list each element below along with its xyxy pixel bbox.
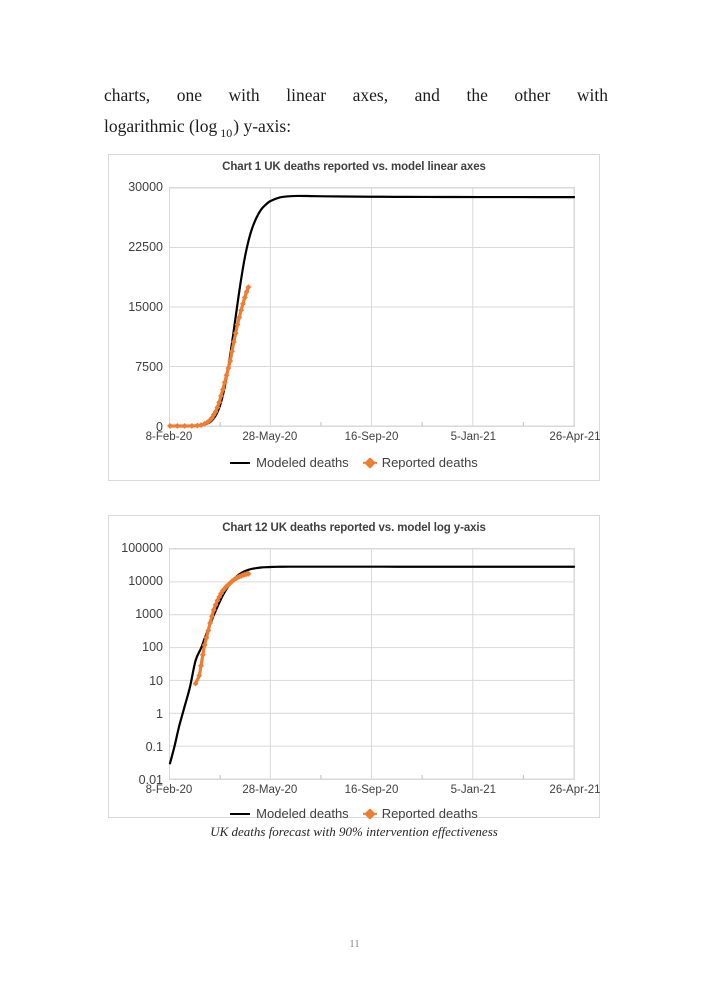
paragraph-line-1: charts, one with linear axes, and the ot…	[104, 80, 608, 111]
paragraph-word: linear	[286, 85, 327, 105]
reported-deaths-marker	[207, 620, 214, 626]
gridlines	[170, 549, 574, 779]
x-tick-label: 26-Apr-21	[549, 431, 601, 443]
x-tick-label: 28-May-20	[242, 431, 298, 443]
paragraph-log-suffix: ) y-axis:	[233, 116, 292, 136]
figure-caption: UK deaths forecast with 90% intervention…	[210, 824, 498, 839]
legend-item-reported[interactable]: Reported deaths	[365, 806, 478, 821]
y-tick-label: 30000	[128, 180, 163, 194]
plot-svg	[167, 188, 574, 429]
y-tick-label: 0.01	[138, 773, 163, 787]
plot-area	[169, 548, 575, 780]
legend-label-modeled: Modeled deaths	[256, 455, 349, 470]
chart-title: Chart 12 UK deaths reported vs. model lo…	[222, 522, 486, 534]
reported-deaths-marker	[198, 662, 204, 669]
reported-deaths-marker	[201, 642, 208, 648]
x-tick-label: 16-Sep-20	[344, 431, 399, 443]
line-swatch-icon	[230, 812, 251, 815]
reported-deaths-marker	[181, 423, 188, 429]
x-tick-label: 8-Feb-20	[145, 431, 193, 443]
gridlines	[170, 188, 574, 426]
y-tick-label: 1000	[135, 607, 163, 622]
y-tick-label: 1	[156, 706, 163, 721]
plot-area	[167, 187, 575, 429]
chart-log-y-axis[interactable]: Chart 12 UK deaths reported vs. model lo…	[108, 515, 601, 821]
chart-linear-axes[interactable]: Chart 1 UK deaths reported vs. model lin…	[108, 154, 601, 481]
paragraph-word: the	[466, 85, 488, 105]
paragraph-log-prefix: logarithmic (log	[104, 116, 218, 136]
y-tick-label: 10	[149, 673, 163, 688]
chart-legend: Modeled deaths Reported deaths	[109, 806, 599, 821]
data-series	[170, 567, 574, 764]
y-tick-label: 100000	[121, 541, 163, 555]
legend-item-reported[interactable]: Reported deaths	[365, 455, 478, 470]
data-series	[167, 196, 574, 429]
legend-item-modeled[interactable]: Modeled deaths	[230, 806, 349, 821]
plot-svg	[170, 549, 574, 779]
y-tick-label: 15000	[128, 300, 163, 314]
chart-title: Chart 1 UK deaths reported vs. model lin…	[222, 161, 486, 173]
y-tick-label: 0	[156, 420, 163, 434]
paragraph-word: with	[576, 85, 609, 105]
diamond-marker-icon	[365, 808, 376, 819]
paragraph-word: charts,	[104, 85, 151, 105]
y-tick-label: 22500	[128, 240, 163, 254]
x-tick-label: 26-Apr-21	[549, 784, 601, 796]
legend-item-modeled[interactable]: Modeled deaths	[230, 455, 349, 470]
x-tick-label: 5-Jan-21	[450, 431, 496, 443]
y-tick-label: 0.1	[145, 739, 163, 754]
x-axis-labels: 8-Feb-20 28-May-20 16-Sep-20 5-Jan-21 26-Apr…	[109, 784, 601, 802]
paragraph-word: one	[176, 85, 202, 105]
paragraph-word: other	[514, 85, 551, 105]
x-tick-label: 8-Feb-20	[145, 784, 193, 796]
paragraph-line-2: logarithmic (log 10) y-axis:	[104, 111, 608, 149]
paragraph-word: axes,	[352, 85, 389, 105]
reported-deaths-marker	[174, 423, 181, 429]
x-tick-label: 16-Sep-20	[344, 784, 399, 796]
y-tick-label: 7500	[135, 360, 163, 374]
reported-deaths-marker	[167, 423, 173, 429]
y-tick-label: 100	[142, 640, 163, 655]
y-tick-label: 10000	[128, 574, 163, 589]
legend-label-reported: Reported deaths	[381, 806, 478, 821]
chart-legend: Modeled deaths Reported deaths	[109, 455, 599, 470]
paragraph-word: with	[228, 85, 260, 105]
page-number: 11	[349, 938, 360, 950]
x-axis-labels: 8-Feb-20 28-May-20 16-Sep-20 5-Jan-21 26-Apr…	[109, 431, 601, 449]
legend-label-modeled: Modeled deaths	[256, 806, 349, 821]
paragraph-word: and	[414, 85, 440, 105]
x-tick-label: 5-Jan-21	[450, 784, 496, 796]
log-base-subscript: 10	[220, 126, 233, 140]
y-axis-labels: 100000 10000 1000 100 10 1 0.1 0.01	[109, 541, 163, 787]
line-swatch-icon	[230, 461, 251, 464]
intro-paragraph: charts, one with linear axes, and the ot…	[104, 80, 608, 149]
x-tick-label: 28-May-20	[242, 784, 298, 796]
y-axis-labels: 30000 22500 15000 7500 0	[109, 180, 163, 434]
legend-label-reported: Reported deaths	[381, 455, 478, 470]
reported-deaths-marker	[210, 606, 217, 613]
reported-deaths-marker	[199, 651, 206, 658]
diamond-marker-icon	[365, 457, 376, 468]
reported-deaths-marker	[188, 422, 195, 429]
